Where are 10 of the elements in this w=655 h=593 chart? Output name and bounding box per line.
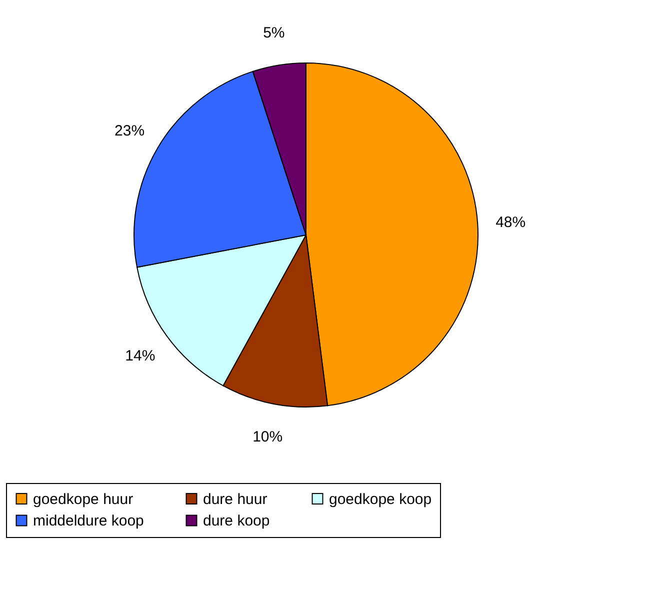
legend-label: middeldure koop bbox=[33, 512, 144, 530]
data-label: 5% bbox=[263, 24, 285, 42]
legend-label: dure koop bbox=[203, 512, 270, 530]
legend-label: dure huur bbox=[203, 490, 268, 508]
data-label: 10% bbox=[252, 428, 283, 446]
legend-label: goedkope huur bbox=[33, 490, 134, 508]
data-label: 14% bbox=[125, 347, 156, 364]
data-label: 23% bbox=[114, 122, 145, 140]
data-label: 48% bbox=[496, 214, 526, 232]
legend-label: goedkope koop bbox=[329, 490, 432, 508]
